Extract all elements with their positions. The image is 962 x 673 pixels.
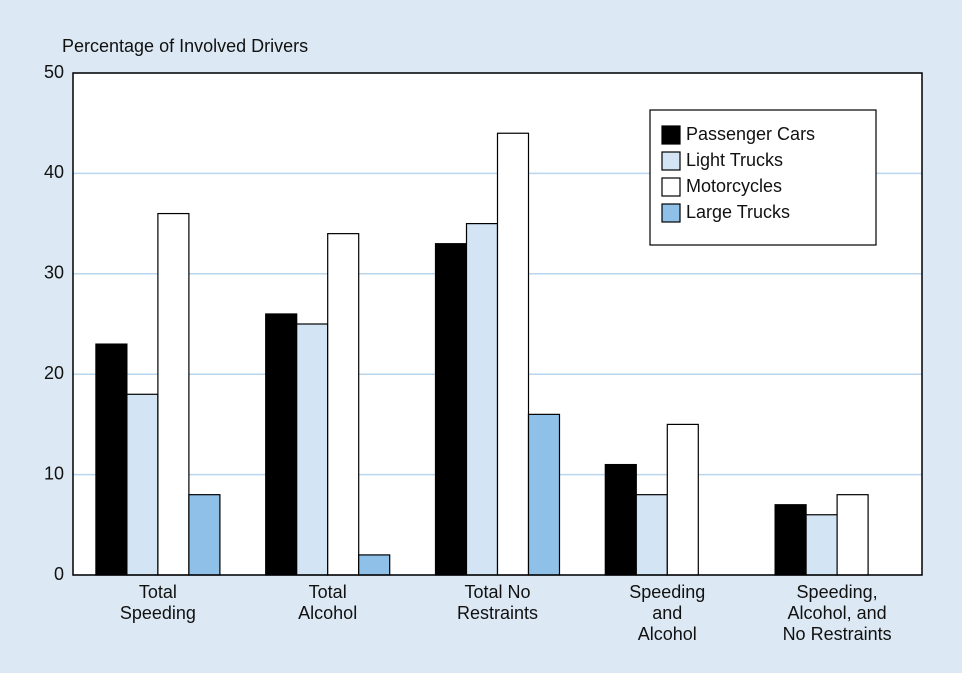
y-tick-label: 30 — [44, 263, 64, 283]
x-tick-label: Total No Restraints — [456, 582, 539, 623]
x-tick-label: Total Speeding — [119, 582, 196, 623]
bar — [666, 423, 699, 576]
legend-label: Motorcycles — [686, 176, 782, 196]
bar — [126, 393, 159, 576]
bar — [188, 494, 221, 576]
bar — [157, 212, 190, 576]
legend-swatch — [661, 203, 681, 223]
legend-swatch — [661, 177, 681, 197]
bar — [635, 494, 668, 576]
legend-swatch — [661, 151, 681, 171]
legend-label: Passenger Cars — [686, 124, 815, 144]
plot-border — [72, 72, 923, 576]
bar — [265, 313, 298, 576]
bar — [604, 463, 637, 576]
bar — [358, 554, 391, 576]
y-tick-label: 0 — [54, 564, 64, 584]
bar — [465, 223, 499, 576]
y-tick-label: 40 — [44, 162, 64, 182]
y-tick-label: 50 — [44, 62, 64, 82]
y-tick-label: 10 — [44, 463, 64, 483]
legend-label: Light Trucks — [686, 150, 783, 170]
bar — [327, 233, 360, 576]
bar — [774, 504, 807, 576]
legend-swatch — [661, 125, 681, 145]
bar — [95, 343, 128, 576]
x-tick-label: Total Alcohol — [298, 582, 358, 623]
bar — [296, 323, 329, 576]
y-tick-label: 20 — [44, 363, 64, 383]
bar — [496, 132, 530, 576]
bar — [527, 413, 561, 576]
y-axis-label: Percentage of Involved Drivers — [62, 36, 308, 56]
x-tick-label: Speeding and Alcohol — [629, 582, 706, 644]
legend-label: Large Trucks — [686, 202, 790, 222]
bar — [805, 514, 838, 576]
x-tick-label: Speeding, Alcohol, and No Restraints — [782, 582, 892, 644]
legend-box — [649, 109, 877, 246]
bar — [434, 243, 468, 576]
bar — [836, 494, 869, 576]
